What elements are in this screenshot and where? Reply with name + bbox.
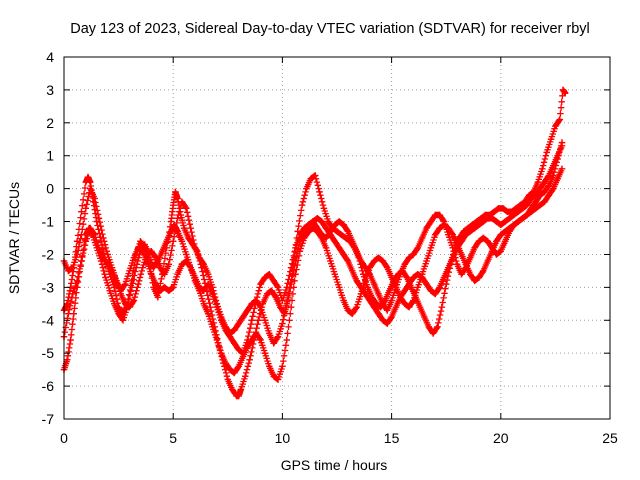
y-tick-label: -6	[42, 378, 55, 394]
axis-ticks: 0 5 10 15 20 25 -7 -6 -5 -4 -3 -2 -1 0 1 2 3 4	[42, 49, 618, 446]
series-trace-3	[60, 139, 566, 357]
y-tick-label: 0	[46, 181, 54, 197]
data-points	[60, 86, 569, 400]
series-trace-2	[60, 165, 566, 383]
series-markers	[60, 86, 569, 400]
series-markers	[60, 139, 566, 357]
chart-title: Day 123 of 2023, Sidereal Day-to-day VTE…	[70, 21, 590, 37]
y-tick-label: -3	[42, 279, 55, 295]
x-tick-label: 0	[60, 430, 68, 446]
x-tick-label: 10	[275, 430, 291, 446]
y-tick-label: 4	[46, 49, 54, 65]
series-trace-4	[60, 142, 566, 347]
x-tick-label: 20	[493, 430, 509, 446]
plot-frame	[63, 56, 611, 420]
y-tick-label: -5	[42, 345, 55, 361]
series-trace-1	[60, 86, 569, 400]
y-tick-label: 1	[46, 148, 54, 164]
grid	[64, 57, 610, 419]
y-axis-label: SDTVAR / TECUs	[6, 182, 22, 294]
y-tick-label: 3	[46, 82, 54, 98]
x-tick-label: 25	[602, 430, 618, 446]
y-tick-label: -7	[42, 411, 55, 427]
x-tick-label: 5	[169, 430, 177, 446]
x-axis-label: GPS time / hours	[281, 457, 388, 473]
y-tick-label: -2	[42, 246, 55, 262]
y-tick-label: -1	[42, 214, 55, 230]
x-tick-label: 15	[384, 430, 400, 446]
series-markers	[60, 165, 566, 383]
y-tick-label: -4	[42, 312, 55, 328]
y-tick-label: 2	[46, 115, 54, 131]
